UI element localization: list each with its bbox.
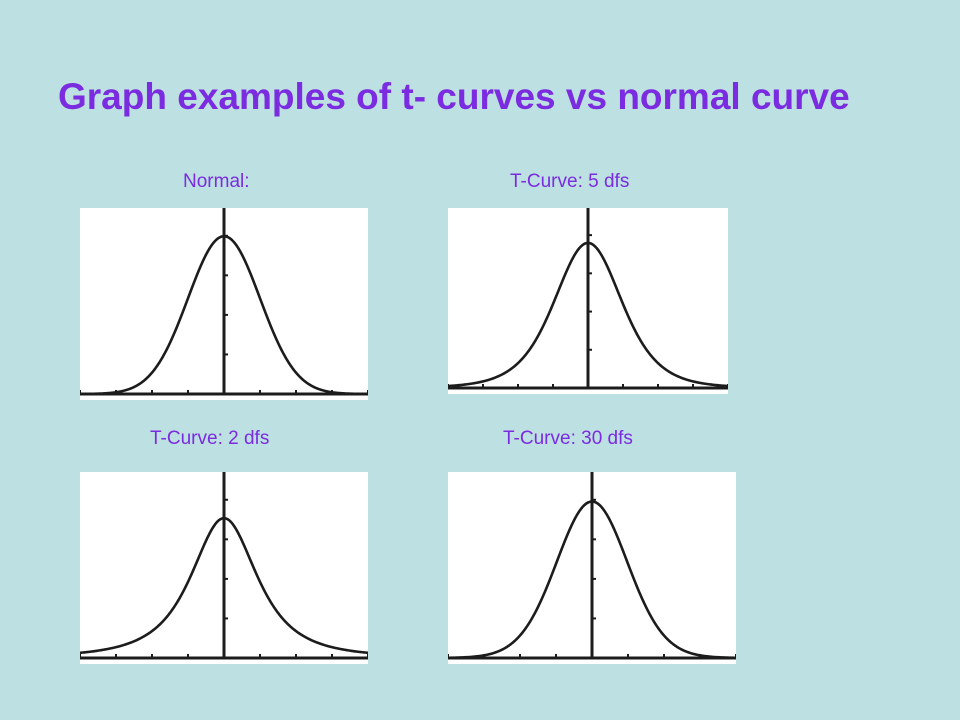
panel-label-t30: T-Curve: 30 dfs [503,428,633,449]
plot-t2 [80,472,368,664]
plot-t30 [448,472,736,664]
panel-label-t5: T-Curve: 5 dfs [510,171,630,192]
density-curve [448,241,728,388]
plot-normal [80,208,368,400]
plot-t5 [448,208,728,394]
chart-t2 [80,472,368,660]
panel-label-normal: Normal: [183,171,250,192]
chart-normal [80,208,368,396]
chart-t5 [448,208,728,390]
density-curve [80,234,368,396]
chart-t30 [448,472,736,660]
slide-title: Graph examples of t- curves vs normal cu… [58,76,850,117]
density-curve [448,500,736,660]
panel-label-t2: T-Curve: 2 dfs [150,428,270,449]
density-curve [80,516,368,655]
